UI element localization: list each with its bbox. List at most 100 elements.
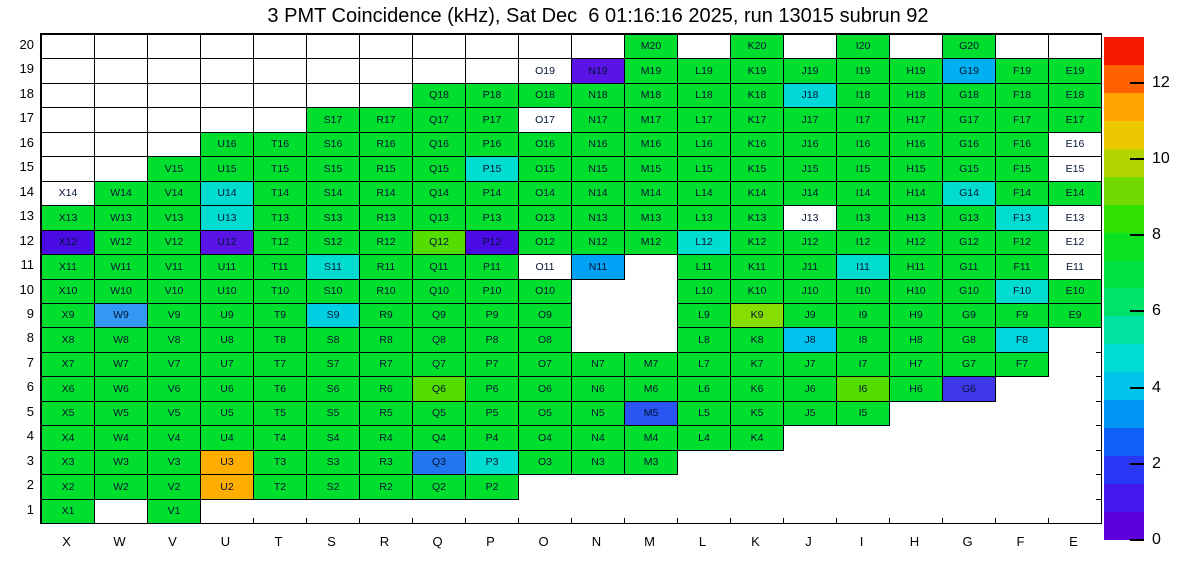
cell-R4: R4 — [359, 425, 413, 451]
y-axis-tick — [1096, 303, 1101, 304]
cell-S16: S16 — [306, 132, 360, 157]
cell-W10: W10 — [94, 279, 148, 304]
cell-Q5: Q5 — [412, 401, 466, 426]
cell-P2: P2 — [465, 474, 519, 500]
colorbar-tick-mark — [1130, 81, 1144, 84]
empty-cell — [41, 34, 95, 59]
cell-S6: S6 — [306, 376, 360, 402]
x-tick-label: V — [168, 534, 177, 549]
cell-V4: V4 — [147, 425, 201, 451]
empty-cell — [995, 34, 1049, 59]
x-axis-tick — [995, 34, 996, 39]
cell-F11: F11 — [995, 254, 1049, 280]
cell-G11: G11 — [942, 254, 996, 280]
cell-G12: G12 — [942, 230, 996, 255]
cell-T10: T10 — [253, 279, 307, 304]
cell-T11: T11 — [253, 254, 307, 280]
cell-J15: J15 — [783, 156, 837, 182]
x-axis-tick — [836, 518, 837, 523]
y-axis-tick — [1096, 499, 1101, 500]
cell-T8: T8 — [253, 327, 307, 353]
empty-cell — [412, 34, 466, 59]
empty-cell — [465, 34, 519, 59]
cell-Q8: Q8 — [412, 327, 466, 353]
empty-cell — [94, 83, 148, 108]
empty-cell — [41, 132, 95, 157]
y-axis-tick — [1096, 156, 1101, 157]
cell-G7: G7 — [942, 352, 996, 377]
cell-K18: K18 — [730, 83, 784, 108]
cell-F14: F14 — [995, 181, 1049, 206]
cell-S14: S14 — [306, 181, 360, 206]
cell-G19: G19 — [942, 58, 996, 84]
cell-R3: R3 — [359, 450, 413, 475]
cell-S15: S15 — [306, 156, 360, 182]
cell-V1: V1 — [147, 499, 201, 524]
cell-V9: V9 — [147, 303, 201, 328]
cell-E14: E14 — [1048, 181, 1102, 206]
cell-U3: U3 — [200, 450, 254, 475]
empty-cell — [147, 107, 201, 133]
cell-T14: T14 — [253, 181, 307, 206]
y-axis-tick — [1096, 107, 1101, 108]
cell-Q10: Q10 — [412, 279, 466, 304]
cell-L15: L15 — [677, 156, 731, 182]
y-tick-label: 17 — [19, 110, 34, 126]
cell-Q18: Q18 — [412, 83, 466, 108]
cell-L19: L19 — [677, 58, 731, 84]
y-axis-tick — [1096, 474, 1101, 475]
cell-K20: K20 — [730, 34, 784, 59]
cell-Q3: Q3 — [412, 450, 466, 475]
cell-N19: N19 — [571, 58, 625, 84]
y-tick-label: 9 — [26, 305, 34, 321]
colorbar — [1104, 37, 1144, 540]
cell-U7: U7 — [200, 352, 254, 377]
x-tick-label: I — [859, 534, 864, 549]
cell-E16: E16 — [1048, 132, 1102, 157]
cell-S8: S8 — [306, 327, 360, 353]
cell-H8: H8 — [889, 327, 943, 353]
empty-cell — [41, 156, 95, 182]
cell-V10: V10 — [147, 279, 201, 304]
empty-cell — [889, 34, 943, 59]
colorbar-tick-mark — [1130, 462, 1144, 465]
cell-T3: T3 — [253, 450, 307, 475]
x-tick-label: Q — [432, 534, 443, 549]
cell-G6: G6 — [942, 376, 996, 402]
cell-O10: O10 — [518, 279, 572, 304]
cell-W14: W14 — [94, 181, 148, 206]
cell-J8: J8 — [783, 327, 837, 353]
cell-X2: X2 — [41, 474, 95, 500]
x-tick-label: N — [591, 534, 602, 549]
colorbar-segment — [1104, 64, 1144, 93]
colorbar-tick-mark — [1130, 310, 1144, 313]
y-tick-label: 1 — [26, 501, 34, 517]
y-axis-tick — [1096, 425, 1101, 426]
cell-K8: K8 — [730, 327, 784, 353]
cell-T7: T7 — [253, 352, 307, 377]
cell-U8: U8 — [200, 327, 254, 353]
y-axis-tick — [1096, 58, 1101, 59]
cell-O3: O3 — [518, 450, 572, 475]
x-tick-label: W — [113, 534, 126, 549]
cell-F19: F19 — [995, 58, 1049, 84]
cell-Q4: Q4 — [412, 425, 466, 451]
y-axis-tick — [41, 132, 46, 133]
cell-R2: R2 — [359, 474, 413, 500]
empty-cell — [200, 83, 254, 108]
y-tick-label: 2 — [26, 477, 34, 493]
cell-I13: I13 — [836, 205, 890, 231]
cell-J7: J7 — [783, 352, 837, 377]
cell-M18: M18 — [624, 83, 678, 108]
cell-U4: U4 — [200, 425, 254, 451]
y-axis-tick — [1096, 401, 1101, 402]
cell-Q9: Q9 — [412, 303, 466, 328]
cell-T15: T15 — [253, 156, 307, 182]
cell-J17: J17 — [783, 107, 837, 133]
empty-cell — [200, 34, 254, 59]
cell-S7: S7 — [306, 352, 360, 377]
colorbar-segment — [1104, 148, 1144, 177]
cell-R6: R6 — [359, 376, 413, 402]
y-axis-tick — [41, 425, 46, 426]
x-axis-tick — [1048, 34, 1049, 39]
